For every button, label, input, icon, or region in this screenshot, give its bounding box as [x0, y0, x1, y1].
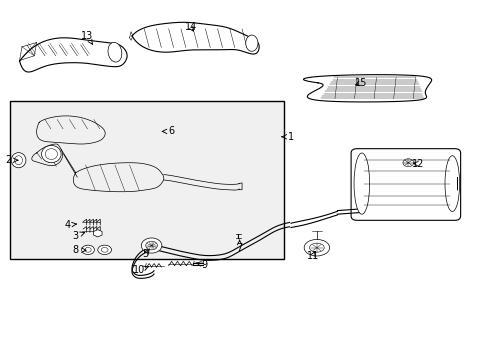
- Text: 11: 11: [306, 251, 319, 261]
- Text: 15: 15: [354, 78, 366, 88]
- Text: 13: 13: [81, 31, 93, 44]
- Ellipse shape: [85, 248, 91, 252]
- Bar: [10, 101, 283, 259]
- Ellipse shape: [245, 35, 258, 51]
- Text: 10: 10: [133, 265, 148, 275]
- Text: 14: 14: [184, 22, 197, 32]
- Text: 6: 6: [162, 126, 174, 136]
- Ellipse shape: [402, 159, 413, 167]
- Ellipse shape: [11, 153, 26, 168]
- Ellipse shape: [304, 239, 329, 256]
- Text: 1: 1: [282, 132, 293, 142]
- Text: 9: 9: [195, 260, 207, 270]
- FancyBboxPatch shape: [350, 149, 460, 220]
- Ellipse shape: [398, 156, 417, 170]
- Text: 7: 7: [236, 240, 242, 253]
- Text: 4: 4: [64, 220, 76, 230]
- Ellipse shape: [108, 42, 122, 62]
- Ellipse shape: [15, 156, 22, 165]
- Text: 2: 2: [6, 155, 18, 165]
- Ellipse shape: [309, 243, 324, 252]
- Ellipse shape: [41, 145, 61, 163]
- Ellipse shape: [444, 156, 459, 211]
- Ellipse shape: [101, 248, 108, 252]
- Text: 12: 12: [411, 159, 424, 169]
- Ellipse shape: [45, 149, 58, 159]
- Text: 8: 8: [73, 245, 86, 255]
- Ellipse shape: [98, 245, 111, 255]
- Ellipse shape: [81, 245, 94, 255]
- Ellipse shape: [353, 153, 369, 214]
- Text: 5: 5: [142, 249, 149, 259]
- Text: 3: 3: [73, 231, 84, 241]
- Ellipse shape: [145, 241, 157, 250]
- Ellipse shape: [141, 238, 162, 253]
